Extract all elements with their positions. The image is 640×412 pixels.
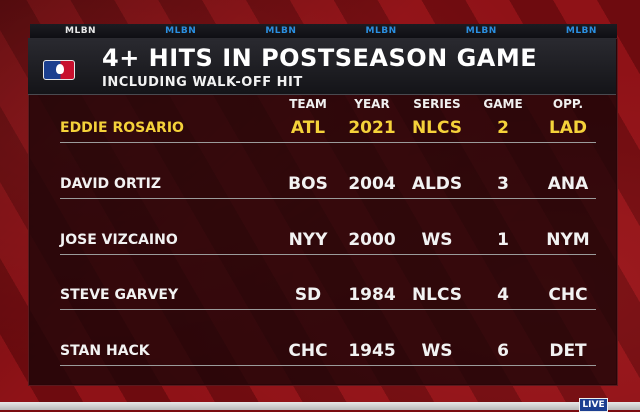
player-name: EDDIE ROSARIO bbox=[60, 120, 184, 136]
year-cell: 1984 bbox=[348, 285, 396, 305]
table-row: JOSE VIZCAINO NYY 2000 WS 1 NYM bbox=[0, 230, 640, 270]
opp-cell: DET bbox=[549, 341, 587, 361]
year-cell: 2000 bbox=[348, 230, 396, 250]
bottom-ticker bbox=[0, 402, 640, 410]
column-header-year: YEAR bbox=[354, 97, 390, 111]
network-label: MLBN bbox=[365, 26, 397, 36]
team-cell: BOS bbox=[288, 174, 328, 194]
network-bug-strip: MLBN MLBN MLBN MLBN MLBN MLBN bbox=[30, 24, 617, 38]
opp-cell: NYM bbox=[546, 230, 590, 250]
network-label: MLBN bbox=[165, 26, 197, 36]
network-label: MLBN bbox=[65, 26, 97, 36]
team-cell: NYY bbox=[288, 230, 328, 250]
year-cell: 2021 bbox=[348, 118, 396, 138]
player-name: DAVID ORTIZ bbox=[60, 176, 162, 192]
column-header-series: SERIES bbox=[413, 97, 461, 111]
row-divider bbox=[60, 309, 596, 310]
series-cell: WS bbox=[421, 230, 453, 250]
year-cell: 2004 bbox=[348, 174, 396, 194]
row-divider bbox=[60, 365, 596, 366]
network-label: MLBN bbox=[265, 26, 297, 36]
series-cell: WS bbox=[421, 341, 453, 361]
column-header-opp: OPP. bbox=[552, 97, 584, 111]
table-row: EDDIE ROSARIO ATL 2021 NLCS 2 LAD bbox=[0, 118, 640, 158]
table-row: STEVE GARVEY SD 1984 NLCS 4 CHC bbox=[0, 285, 640, 325]
series-cell: NLCS bbox=[411, 118, 463, 138]
team-cell: CHC bbox=[288, 341, 328, 361]
team-cell: ATL bbox=[290, 118, 326, 138]
player-name: STEVE GARVEY bbox=[60, 287, 179, 303]
row-divider bbox=[60, 254, 596, 255]
player-name: JOSE VIZCAINO bbox=[60, 232, 178, 248]
game-cell: 3 bbox=[497, 174, 509, 194]
game-cell: 4 bbox=[497, 285, 509, 305]
game-cell: 1 bbox=[497, 230, 509, 250]
page-title: 4+ HITS IN POSTSEASON GAME bbox=[102, 44, 538, 72]
game-cell: 2 bbox=[497, 118, 509, 138]
table-row: DAVID ORTIZ BOS 2004 ALDS 3 ANA bbox=[0, 174, 640, 214]
column-header-game: GAME bbox=[483, 97, 523, 111]
team-cell: SD bbox=[294, 285, 322, 305]
column-header-team: TEAM bbox=[289, 97, 327, 111]
mlb-logo bbox=[43, 60, 75, 80]
opp-cell: LAD bbox=[548, 118, 588, 138]
row-divider bbox=[60, 198, 596, 199]
page-subtitle: INCLUDING WALK-OFF HIT bbox=[102, 75, 303, 90]
opp-cell: CHC bbox=[548, 285, 588, 305]
network-label: MLBN bbox=[565, 26, 597, 36]
row-divider bbox=[60, 142, 596, 143]
game-cell: 6 bbox=[497, 341, 509, 361]
player-name: STAN HACK bbox=[60, 343, 150, 359]
series-cell: ALDS bbox=[411, 174, 463, 194]
opp-cell: ANA bbox=[547, 174, 589, 194]
table-row: STAN HACK CHC 1945 WS 6 DET bbox=[0, 341, 640, 381]
year-cell: 1945 bbox=[348, 341, 396, 361]
stats-panel bbox=[28, 38, 618, 386]
panel-header bbox=[28, 38, 616, 95]
series-cell: NLCS bbox=[411, 285, 463, 305]
network-label: MLBN bbox=[465, 26, 497, 36]
